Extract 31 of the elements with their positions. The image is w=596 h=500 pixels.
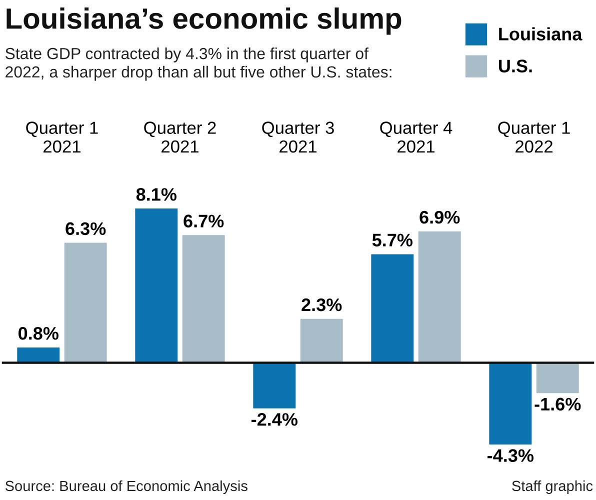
bar [300,318,343,363]
data-label: 5.7% [372,234,413,246]
x-tick-label: Quarter 3 2021 [262,122,334,153]
data-label: 6.9% [420,210,460,224]
chart-subtitle: State GDP contracted by 4.3% in the first quarter of 2022, a sharper drop than all but five other U.S. states: [5,48,392,81]
x-tick-label: Quarter 1 2022 [498,122,570,153]
data-label: -4.3% [488,449,534,462]
bar [135,208,178,363]
x-tick-label: Quarter 4 2021 [380,122,452,153]
bar [17,347,60,363]
bar [489,362,532,445]
source-note: Source: Bureau of Economic Analysis [5,480,248,494]
bar [371,254,414,363]
data-label: 2.3% [302,298,342,312]
x-tick-label: Quarter 2 2021 [144,122,216,153]
bar [418,231,461,363]
legend-label: Louisiana [499,27,582,40]
chart-title: Louisiana’s economic slump [6,8,402,35]
data-label: 6.3% [66,222,106,236]
data-label: 0.8% [18,326,58,340]
bar [64,242,107,363]
bar [253,362,296,408]
data-label: -2.4% [252,413,298,426]
data-label: 6.7% [184,214,224,228]
text: Staff graphic [512,480,593,494]
legend-label: U.S. [499,60,532,72]
data-label: -1.6% [534,398,581,411]
x-tick-label: Quarter 1 2021 [26,122,98,153]
bar [182,235,225,363]
bar [536,362,579,394]
data-label: 8.1% [136,188,176,201]
